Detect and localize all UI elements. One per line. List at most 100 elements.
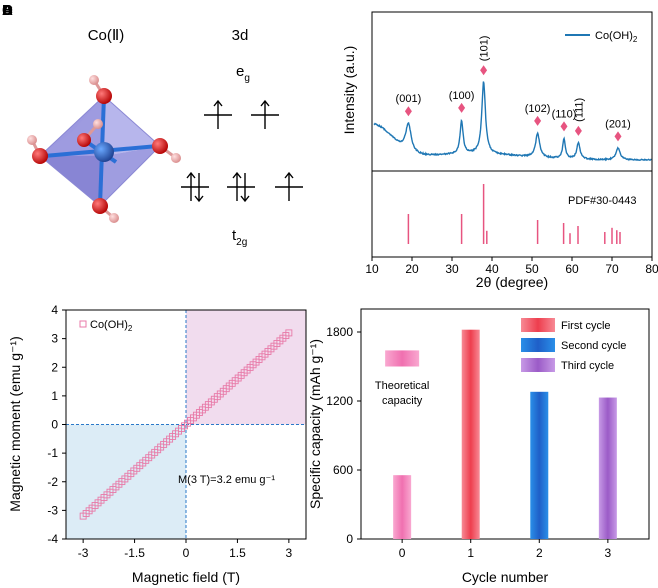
mh-y-tick-label: -1 — [47, 446, 58, 460]
orbital-diagram — [181, 99, 303, 203]
capacity-legend-swatch — [521, 358, 555, 372]
xrd-y-axis-title: Intensity (a.u.) — [341, 46, 357, 135]
panel-letter-b: B — [2, 2, 13, 19]
spin-up-arrow — [186, 171, 196, 179]
mh-x-tick-label: 3 — [286, 546, 293, 560]
capacity-x-axis-title: Cycle number — [462, 569, 549, 585]
panel-d-capacity: 0 1 2 3 0 600 1200 1800 First cycle Second cycle… — [307, 308, 650, 585]
xrd-x-tick-label: 30 — [445, 262, 459, 276]
xrd-peak-label: (201) — [605, 118, 631, 130]
spin-down-arrow — [240, 195, 250, 203]
xrd-reference-sticks — [407, 184, 621, 244]
xrd-peak-marker — [480, 65, 488, 76]
xrd-peak-label: (111) — [573, 98, 585, 122]
xrd-x-ticks: 10 20 30 40 50 60 70 80 — [365, 257, 658, 276]
capacity-x-tick-label: 2 — [536, 546, 543, 560]
mh-x-tick-label: 1.5 — [229, 546, 246, 560]
panel-letter-a: A — [2, 2, 13, 19]
mh-data-point — [285, 329, 293, 337]
panel-c-magnetization: -3 -1.5 0 1.5 3 -4 -3 -2 -1 0 1 2 3 4 Co(OH)2 M(3 T)=… — [7, 303, 307, 585]
capacity-legend: First cycle Second cycle Third cycle — [521, 318, 626, 372]
mh-data-points — [79, 329, 293, 520]
mh-legend: Co(OH)2 — [79, 319, 133, 333]
oxygen-atom — [152, 138, 168, 154]
xrd-x-tick-label: 80 — [645, 262, 658, 276]
octahedron-model — [27, 75, 181, 223]
capacity-x-tick-label: 1 — [467, 546, 474, 560]
hydrogen-atom — [27, 135, 37, 145]
xrd-peak-label: (110) — [552, 108, 577, 120]
capacity-legend-label: Second cycle — [561, 340, 626, 352]
panel-a-crystal-field: Co(Ⅱ) 3d eg t2g — [27, 27, 303, 248]
capacity-bar — [461, 329, 480, 539]
mh-x-axis-title: Magnetic field (T) — [132, 569, 240, 585]
spin-down-arrow — [194, 195, 204, 203]
mh-y-tick-label: 2 — [51, 360, 58, 374]
capacity-y-tick-label: 0 — [346, 532, 353, 546]
mh-y-tick-label: -2 — [47, 475, 58, 489]
xrd-peak-marker — [534, 115, 542, 126]
mh-y-tick-label: -4 — [47, 532, 58, 546]
capacity-y-tick-label: 1800 — [326, 325, 353, 339]
oxygen-atom — [32, 148, 48, 164]
xrd-peak-marker — [560, 121, 568, 132]
mh-x-tick-label: -3 — [78, 546, 89, 560]
xrd-legend-label: Co(OH)2 — [595, 30, 638, 44]
xrd-x-tick-label: 70 — [605, 262, 619, 276]
capacity-bar — [530, 391, 549, 539]
spin-up-arrow — [213, 99, 223, 107]
xrd-peak-label: (102) — [525, 103, 551, 115]
t2g-label: t2g — [232, 227, 247, 248]
mh-x-tick-label: 0 — [183, 546, 190, 560]
xrd-peak-marker — [614, 131, 622, 142]
xrd-x-tick-label: 60 — [565, 262, 579, 276]
capacity-axis-ticks: 0 1 2 3 0 600 1200 1800 — [326, 325, 611, 560]
panel-letter-c: C — [2, 2, 13, 19]
eg-label: eg — [236, 63, 250, 84]
ion-label: Co(Ⅱ) — [88, 27, 125, 44]
theoretical-capacity-label: capacity — [382, 395, 423, 407]
panel-b-xrd: 10 20 30 40 50 60 70 80 (001) (100)(101)(102) (11… — [341, 11, 658, 290]
hydrogen-atom — [89, 75, 99, 85]
mh-x-tick-label: -1.5 — [124, 546, 145, 560]
xrd-peak-label: (001) — [396, 93, 422, 105]
xrd-x-tick-label: 20 — [405, 262, 419, 276]
mh-legend-label: Co(OH)2 — [90, 319, 133, 333]
capacity-x-tick-label: 3 — [605, 546, 612, 560]
xrd-peak-markers: (001) (100) (101) (102) (110)(111) (201) — [396, 36, 631, 142]
capacity-bar — [598, 397, 617, 539]
xrd-peak-marker — [404, 106, 412, 117]
capacity-y-tick-label: 1200 — [326, 394, 353, 408]
xrd-x-tick-label: 40 — [485, 262, 499, 276]
xrd-pattern-line — [373, 81, 652, 162]
mh-annotation: M(3 T)=3.2 emu g⁻¹ — [178, 474, 275, 486]
capacity-bars — [393, 329, 617, 539]
theoretical-capacity-marker: Theoretical capacity — [375, 350, 429, 407]
oxygen-atom — [77, 133, 91, 147]
theoretical-capacity-swatch — [385, 350, 420, 367]
mh-y-axis-title: Magnetic moment (emu g⁻¹) — [7, 336, 23, 511]
hydrogen-atom — [93, 119, 103, 129]
mh-y-tick-label: 3 — [51, 332, 58, 346]
capacity-legend-label: Third cycle — [561, 360, 614, 372]
theoretical-capacity-label: Theoretical — [375, 380, 429, 392]
xrd-peak-label: (100) — [449, 90, 475, 102]
capacity-y-tick-label: 600 — [333, 463, 353, 477]
mh-y-tick-label: -3 — [47, 503, 58, 517]
capacity-y-axis-title: Specific capacity (mAh g⁻¹) — [307, 339, 323, 509]
cobalt-atom — [94, 142, 114, 162]
orbital-label: 3d — [232, 27, 249, 44]
hydrogen-atom — [171, 153, 181, 163]
mh-axis-ticks: -3 -1.5 0 1.5 3 -4 -3 -2 -1 0 1 2 3 4 — [47, 303, 292, 560]
spin-up-arrow — [232, 171, 242, 179]
mh-legend-marker — [79, 320, 87, 328]
capacity-legend-swatch — [521, 318, 555, 332]
xrd-peak-label: (101) — [479, 36, 491, 62]
capacity-bar — [393, 475, 412, 539]
oxygen-atom — [92, 198, 108, 214]
capacity-plot-frame — [360, 308, 650, 540]
capacity-x-tick-label: 0 — [399, 546, 406, 560]
spin-up-arrow — [260, 99, 270, 107]
hydrogen-atom — [109, 213, 119, 223]
